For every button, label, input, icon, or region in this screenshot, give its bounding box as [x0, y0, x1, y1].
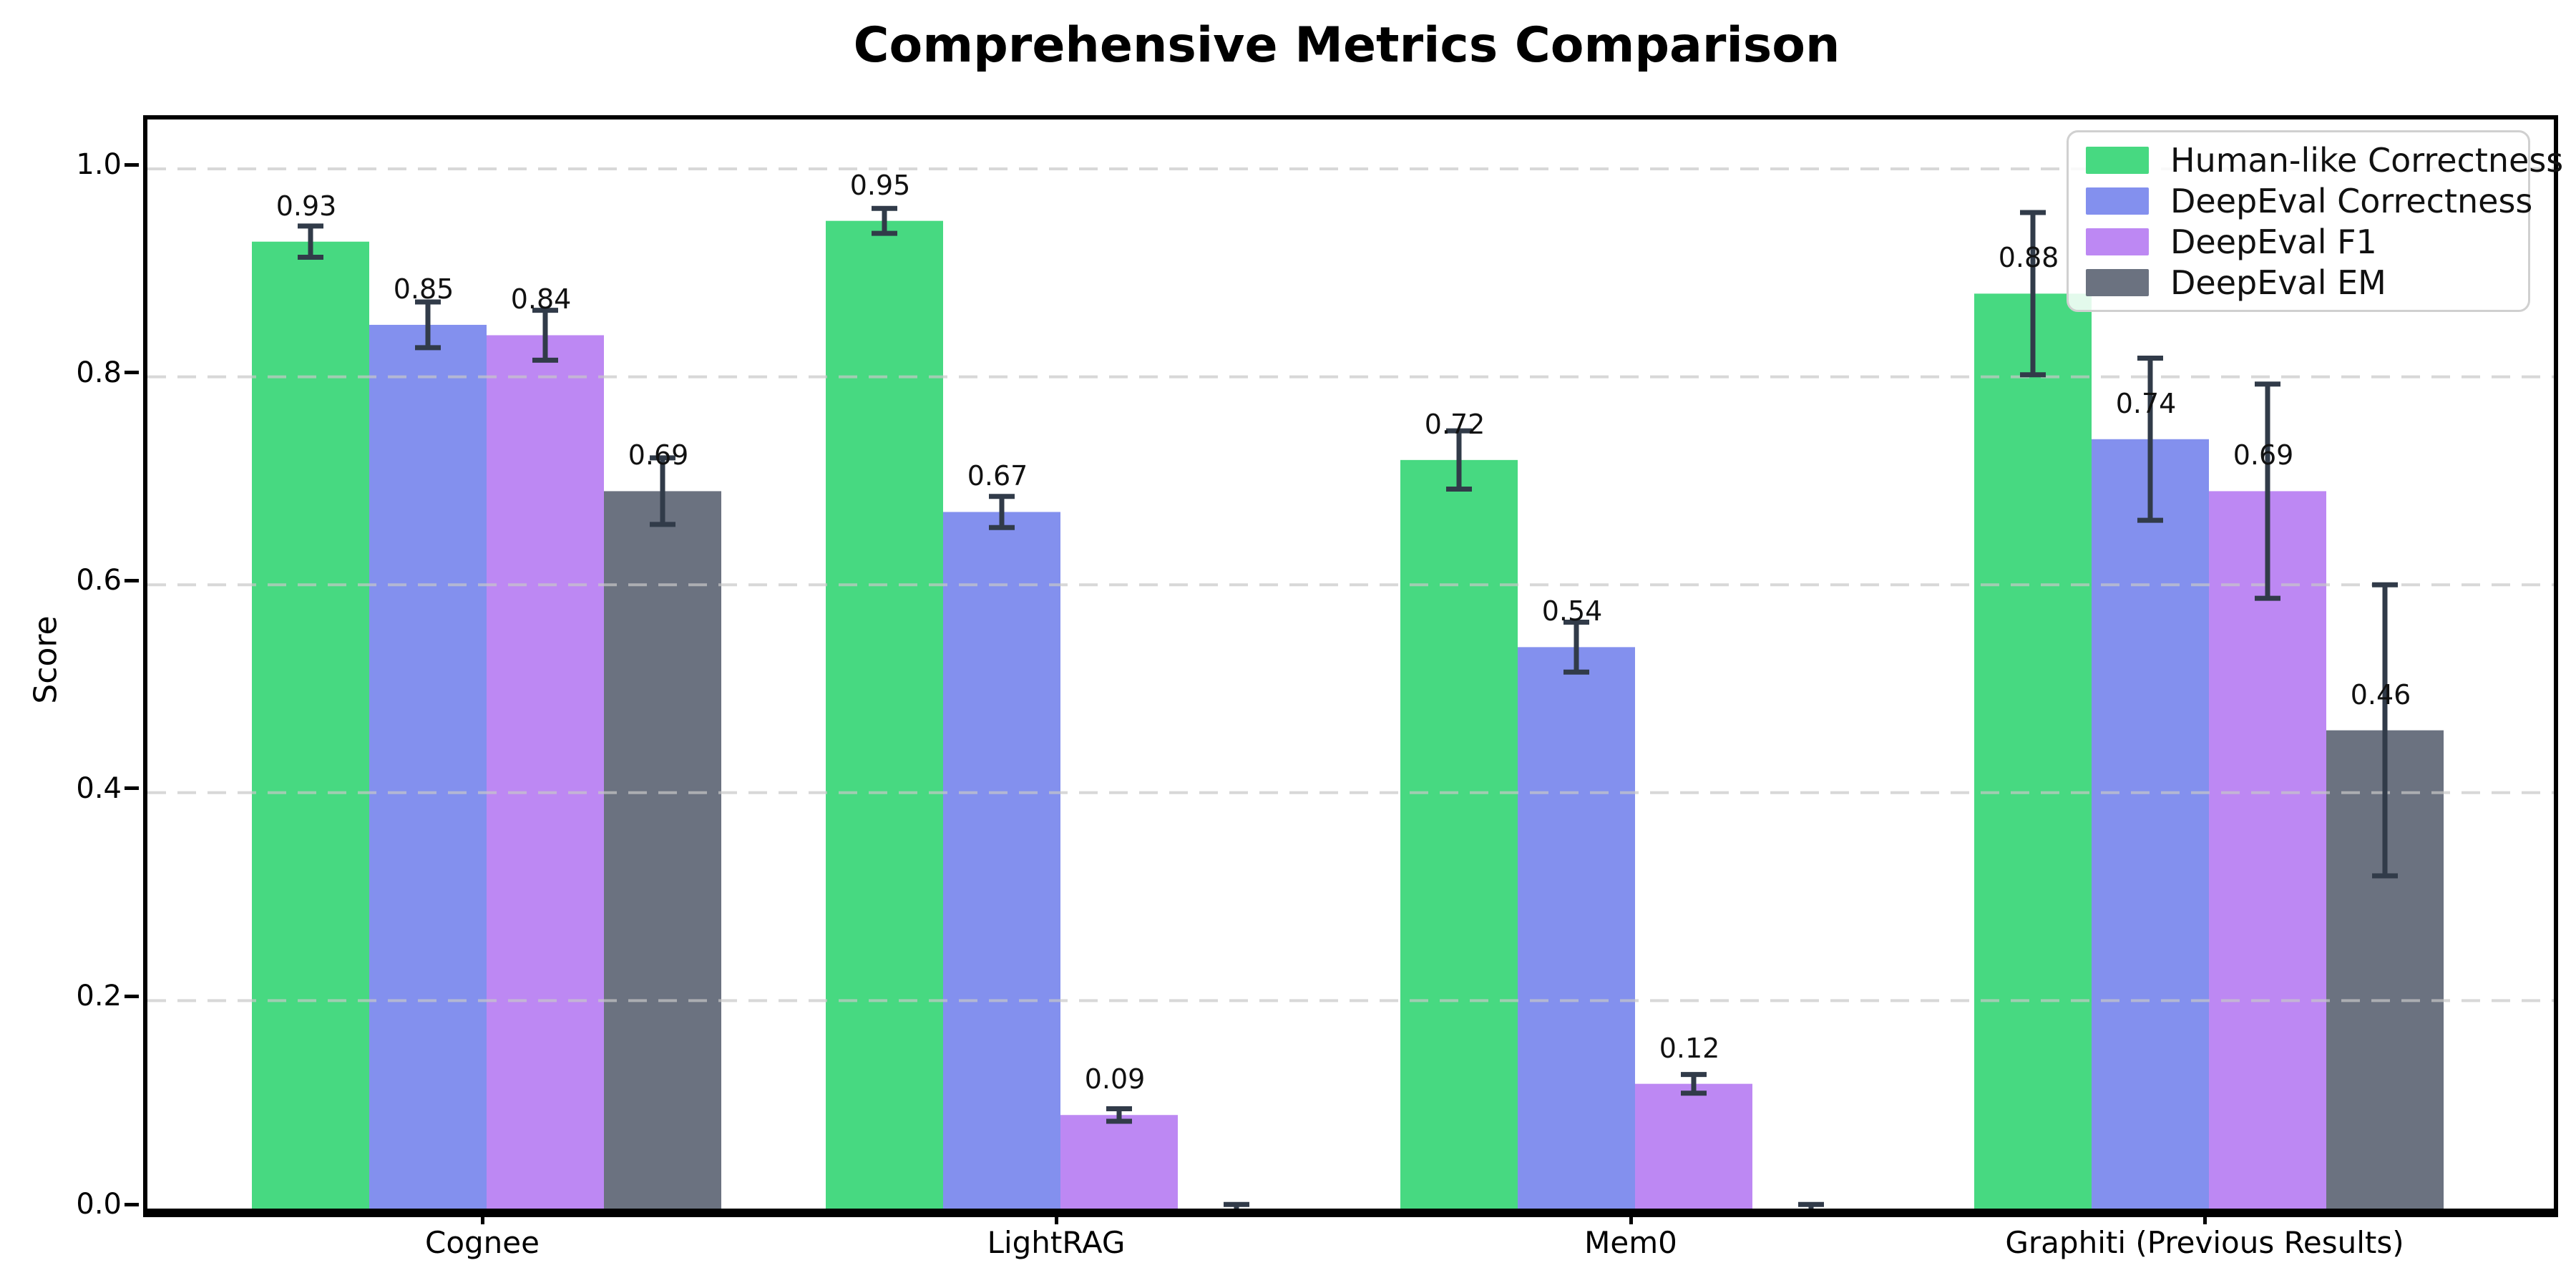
legend: Human-like Correctness DeepEval Correctne…	[2067, 130, 2563, 312]
legend-swatch-icon	[2086, 146, 2149, 174]
x-tick-label-Mem0: Mem0	[1584, 1225, 1677, 1260]
error-bar-LightRAG-Human-like Correctness	[872, 205, 897, 236]
error-bar-Mem0-DeepEval Correctness	[1563, 620, 1589, 675]
error-bar-Cognee-DeepEval F1	[532, 308, 558, 363]
bar-Mem0-DeepEval F1	[1635, 1083, 1752, 1209]
bar-Cognee-DeepEval Correctness	[369, 324, 487, 1209]
value-label-Cognee-DeepEval EM: 0.69	[628, 439, 689, 472]
error-bar-Graphiti (Previous Results)-DeepEval F1	[2255, 381, 2280, 601]
legend-label: DeepEval F1	[2170, 222, 2377, 261]
bar-Mem0-Human-like Correctness	[1400, 459, 1518, 1209]
error-bar-LightRAG-DeepEval EM	[1224, 1201, 1249, 1209]
value-label-Mem0-DeepEval F1: 0.12	[1659, 1032, 1720, 1064]
legend-label: DeepEval Correctness	[2170, 181, 2533, 220]
value-label-Graphiti (Previous Results)-Human-like Correctness: 0.88	[1998, 242, 2059, 274]
x-tick-label-Cognee: Cognee	[425, 1225, 540, 1260]
error-bar-LightRAG-DeepEval F1	[1106, 1106, 1132, 1124]
legend-swatch-icon	[2086, 228, 2149, 255]
x-tick-mark-Mem0	[1629, 1213, 1633, 1224]
bar-Cognee-DeepEval F1	[487, 335, 604, 1209]
legend-item-Human-like Correctness: Human-like Correctness	[2086, 141, 2563, 180]
y-axis-label: Score	[27, 615, 64, 704]
chart-title: Comprehensive Metrics Comparison	[853, 17, 1840, 74]
x-tick-label-Graphiti (Previous Results): Graphiti (Previous Results)	[2005, 1225, 2404, 1260]
legend-item-DeepEval F1: DeepEval F1	[2086, 223, 2511, 261]
value-label-Mem0-Human-like Correctness: 0.72	[1424, 408, 1485, 440]
value-label-Mem0-DeepEval Correctness: 0.54	[1541, 595, 1603, 628]
y-tick-mark-0.0	[125, 1202, 139, 1206]
bar-Graphiti (Previous Results)-DeepEval F1	[2209, 491, 2326, 1209]
y-tick-mark-0.4	[125, 786, 139, 791]
y-tick-mark-1.0	[125, 162, 139, 167]
value-label-LightRAG-DeepEval Correctness: 0.67	[967, 460, 1028, 492]
y-tick-mark-0.6	[125, 578, 139, 582]
error-bar-Mem0-DeepEval EM	[1798, 1201, 1824, 1209]
y-tick-label-0.8: 0.8	[76, 356, 122, 389]
bar-Graphiti (Previous Results)-DeepEval Correctness	[2092, 439, 2209, 1209]
value-label-Graphiti (Previous Results)-DeepEval F1: 0.69	[2233, 439, 2294, 472]
chart-canvas	[147, 167, 2554, 1209]
y-tick-label-0.4: 0.4	[76, 771, 122, 805]
error-bar-Graphiti (Previous Results)-Human-like Correctness	[2020, 210, 2046, 378]
bar-Mem0-DeepEval Correctness	[1518, 647, 1635, 1209]
value-label-LightRAG-DeepEval F1: 0.09	[1084, 1063, 1146, 1096]
error-bar-Mem0-Human-like Correctness	[1446, 428, 1472, 492]
y-tick-label-0.6: 0.6	[76, 564, 122, 597]
error-bar-Mem0-DeepEval F1	[1681, 1072, 1707, 1096]
x-tick-mark-Graphiti (Previous Results)	[2202, 1213, 2207, 1224]
y-tick-mark-0.8	[125, 371, 139, 375]
value-label-Graphiti (Previous Results)-DeepEval EM: 0.46	[2350, 678, 2411, 711]
y-tick-label-0.2: 0.2	[76, 980, 122, 1013]
error-bar-LightRAG-DeepEval Correctness	[989, 494, 1015, 530]
error-bar-Graphiti (Previous Results)-DeepEval Correctness	[2137, 355, 2163, 523]
value-label-Graphiti (Previous Results)-DeepEval Correctness: 0.74	[2115, 387, 2177, 419]
error-bar-Graphiti (Previous Results)-DeepEval EM	[2372, 582, 2398, 879]
error-bar-Cognee-Human-like Correctness	[298, 223, 323, 260]
bar-LightRAG-DeepEval Correctness	[943, 512, 1060, 1209]
legend-item-DeepEval Correctness: DeepEval Correctness	[2086, 182, 2532, 220]
bar-LightRAG-Human-like Correctness	[826, 220, 943, 1209]
error-bar-Cognee-DeepEval EM	[650, 455, 675, 527]
bar-LightRAG-DeepEval F1	[1060, 1115, 1178, 1209]
value-label-LightRAG-Human-like Correctness: 0.95	[849, 169, 911, 201]
legend-swatch-icon	[2086, 268, 2149, 296]
bar-Cognee-DeepEval EM	[604, 491, 721, 1209]
y-tick-label-1.0: 1.0	[76, 148, 122, 181]
value-label-Cognee-DeepEval Correctness: 0.85	[393, 273, 454, 305]
legend-swatch-icon	[2086, 187, 2149, 215]
y-tick-label-0.0: 0.0	[76, 1188, 122, 1221]
legend-label: Human-like Correctness	[2170, 140, 2564, 180]
legend-item-DeepEval EM: DeepEval EM	[2086, 263, 2511, 302]
x-tick-mark-LightRAG	[1054, 1213, 1058, 1224]
legend-label: DeepEval EM	[2170, 263, 2386, 302]
bar-Cognee-Human-like Correctness	[252, 241, 369, 1209]
error-bar-Cognee-DeepEval Correctness	[415, 299, 441, 351]
value-label-Cognee-DeepEval F1: 0.84	[510, 283, 572, 316]
value-label-Cognee-Human-like Correctness: 0.93	[275, 190, 337, 222]
y-tick-mark-0.2	[125, 994, 139, 998]
x-tick-mark-Cognee	[480, 1213, 484, 1224]
x-tick-label-LightRAG: LightRAG	[987, 1225, 1126, 1260]
bar-Graphiti (Previous Results)-Human-like Correctness	[1974, 293, 2092, 1209]
